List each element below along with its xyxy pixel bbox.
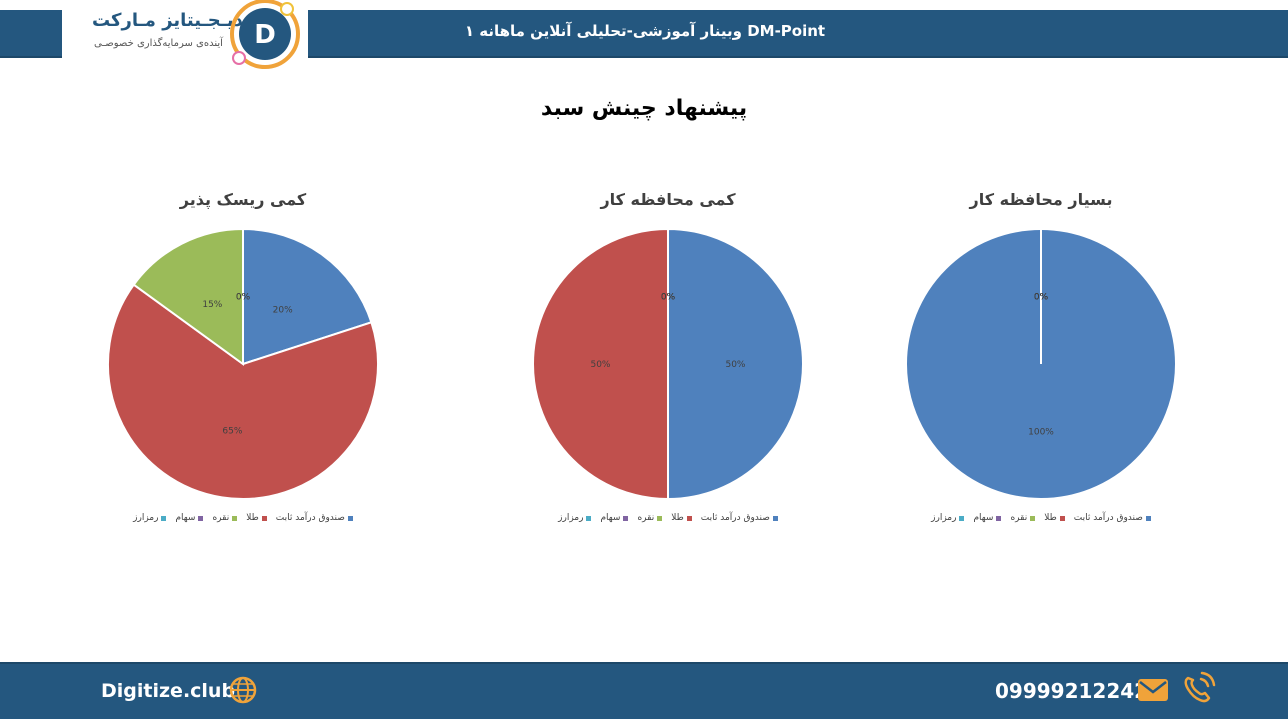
legend-swatch (657, 515, 663, 521)
phone-number[interactable]: 09999212242 (995, 679, 1149, 703)
pie-slice-0 (667, 227, 804, 501)
pie-data-label: 0% (236, 293, 251, 303)
globe-icon (229, 676, 257, 704)
chart-title: کمی محافظه کار (600, 190, 736, 209)
legend-item: نقره (637, 513, 663, 523)
pie-data-label: 65% (222, 427, 242, 437)
legend-label: صندوق درآمد ثابت (700, 513, 770, 523)
pie-data-label: 0% (1034, 293, 1049, 303)
legend-item: رمزارز (931, 513, 965, 523)
pie-slice-0 (242, 227, 373, 366)
logo: دیـجـیتایز مـارکت آینده‌ی سرمایه‌گذاری خ… (62, 0, 308, 70)
pie-chart-risk-taking: کمی ریسک پذیر 20% 65% 15% 0% 0% صندوق درآمد … (93, 190, 393, 535)
pie-data-label: 0% (661, 293, 676, 303)
legend-item: رمزارز (558, 513, 592, 523)
logo-d-icon: D (230, 0, 300, 69)
legend-swatch (623, 515, 629, 521)
chart-title: بسیار محافظه کار (969, 190, 1113, 209)
pie-data-label: 50% (590, 360, 610, 370)
legend-label: سهام (600, 513, 621, 523)
pie-data-label: 100% (1028, 428, 1054, 438)
legend-swatch (959, 515, 965, 521)
legend-label: طلا (246, 513, 259, 523)
legend-label: نقره (637, 513, 655, 523)
legend-item: سهام (973, 513, 1002, 523)
legend-item: صندوق درآمد ثابت (701, 513, 778, 523)
legend-label: رمزارز (931, 513, 957, 523)
pie-chart-svg: 50%50%0%0%0% (532, 227, 804, 501)
legend-label: سهام (175, 513, 196, 523)
pie-data-label: 0% (1034, 293, 1049, 303)
website-link[interactable]: Digitize.club (101, 680, 236, 702)
legend-item: طلا (246, 513, 267, 523)
legend-swatch (261, 515, 267, 521)
legend-item: رمزارز (133, 513, 167, 523)
legend-swatch (586, 515, 592, 521)
pie-data-label: 0% (661, 293, 676, 303)
legend-label: نقره (1010, 513, 1028, 523)
legend-item: نقره (1010, 513, 1036, 523)
pie-data-label: 0% (236, 293, 251, 303)
legend-label: صندوق درآمد ثابت (1073, 513, 1143, 523)
legend-item: طلا (671, 513, 692, 523)
chart-title: کمی ریسک پذیر (179, 190, 307, 209)
phone-icon (1184, 671, 1216, 703)
legend-item: سهام (175, 513, 204, 523)
pie-data-label: 50% (725, 360, 745, 370)
pie-slice-1 (107, 283, 379, 500)
mail-icon (1138, 679, 1168, 701)
pie-chart-very-conservative: بسیار محافظه کار 100% 0% 0% 0% 0% صندوق درآم… (891, 190, 1191, 535)
pie-slice-1 (532, 227, 669, 501)
logo-subtitle: آینده‌ی سرمایه‌گذاری خصوصـی (94, 38, 223, 49)
pie-data-label: 0% (1034, 293, 1049, 303)
legend-swatch (161, 515, 167, 521)
header-bar-edge (0, 56, 1288, 58)
legend-item: صندوق درآمد ثابت (276, 513, 353, 523)
legend-label: طلا (1044, 513, 1057, 523)
pie-data-label: 0% (1034, 293, 1049, 303)
legend-swatch (347, 515, 353, 521)
legend-swatch (686, 515, 692, 521)
logo-title: دیـجـیتایز مـارکت (92, 10, 243, 31)
legend-label: صندوق درآمد ثابت (275, 513, 345, 523)
legend-item: صندوق درآمد ثابت (1074, 513, 1151, 523)
pie-data-label: 0% (661, 293, 676, 303)
chart-legend: صندوق درآمد ثابت طلا نقره سهام رمزارز (518, 513, 818, 523)
legend-swatch (1030, 515, 1036, 521)
legend-item: طلا (1044, 513, 1065, 523)
pie-chart-slightly-conservative: کمی محافظه کار 50% 50% 0% 0% 0% صندوق درآمد … (518, 190, 818, 535)
legend-label: سهام (973, 513, 994, 523)
legend-swatch (1059, 515, 1065, 521)
legend-label: نقره (212, 513, 230, 523)
legend-swatch (772, 515, 778, 521)
page-title: پیشنهاد چینش سبد (540, 96, 748, 121)
legend-label: طلا (671, 513, 684, 523)
pie-slice-2 (132, 227, 244, 366)
legend-item: سهام (600, 513, 629, 523)
legend-swatch (232, 515, 238, 521)
legend-label: رمزارز (133, 513, 159, 523)
footer-bar-edge (0, 662, 1288, 665)
footer-bar (0, 664, 1288, 719)
legend-item: نقره (212, 513, 238, 523)
pie-data-label: 15% (202, 300, 222, 310)
logo-letter: D (254, 20, 276, 50)
chart-legend: صندوق درآمد ثابت طلا نقره سهام رمزارز (891, 513, 1191, 523)
legend-swatch (198, 515, 204, 521)
pie-chart-svg: 100%0%0%0%0% (905, 228, 1177, 500)
chart-legend: صندوق درآمد ثابت طلا نقره سهام رمزارز (93, 513, 393, 523)
legend-swatch (996, 515, 1002, 521)
pie-data-label: 20% (273, 305, 293, 315)
legend-label: رمزارز (558, 513, 584, 523)
header-title: وبینار آموزشی-تحلیلی آنلاین ماهانه ۱ DM-… (464, 22, 826, 40)
legend-swatch (1145, 515, 1151, 521)
pie-chart-svg: 20%65%15%0%0% (107, 227, 379, 500)
